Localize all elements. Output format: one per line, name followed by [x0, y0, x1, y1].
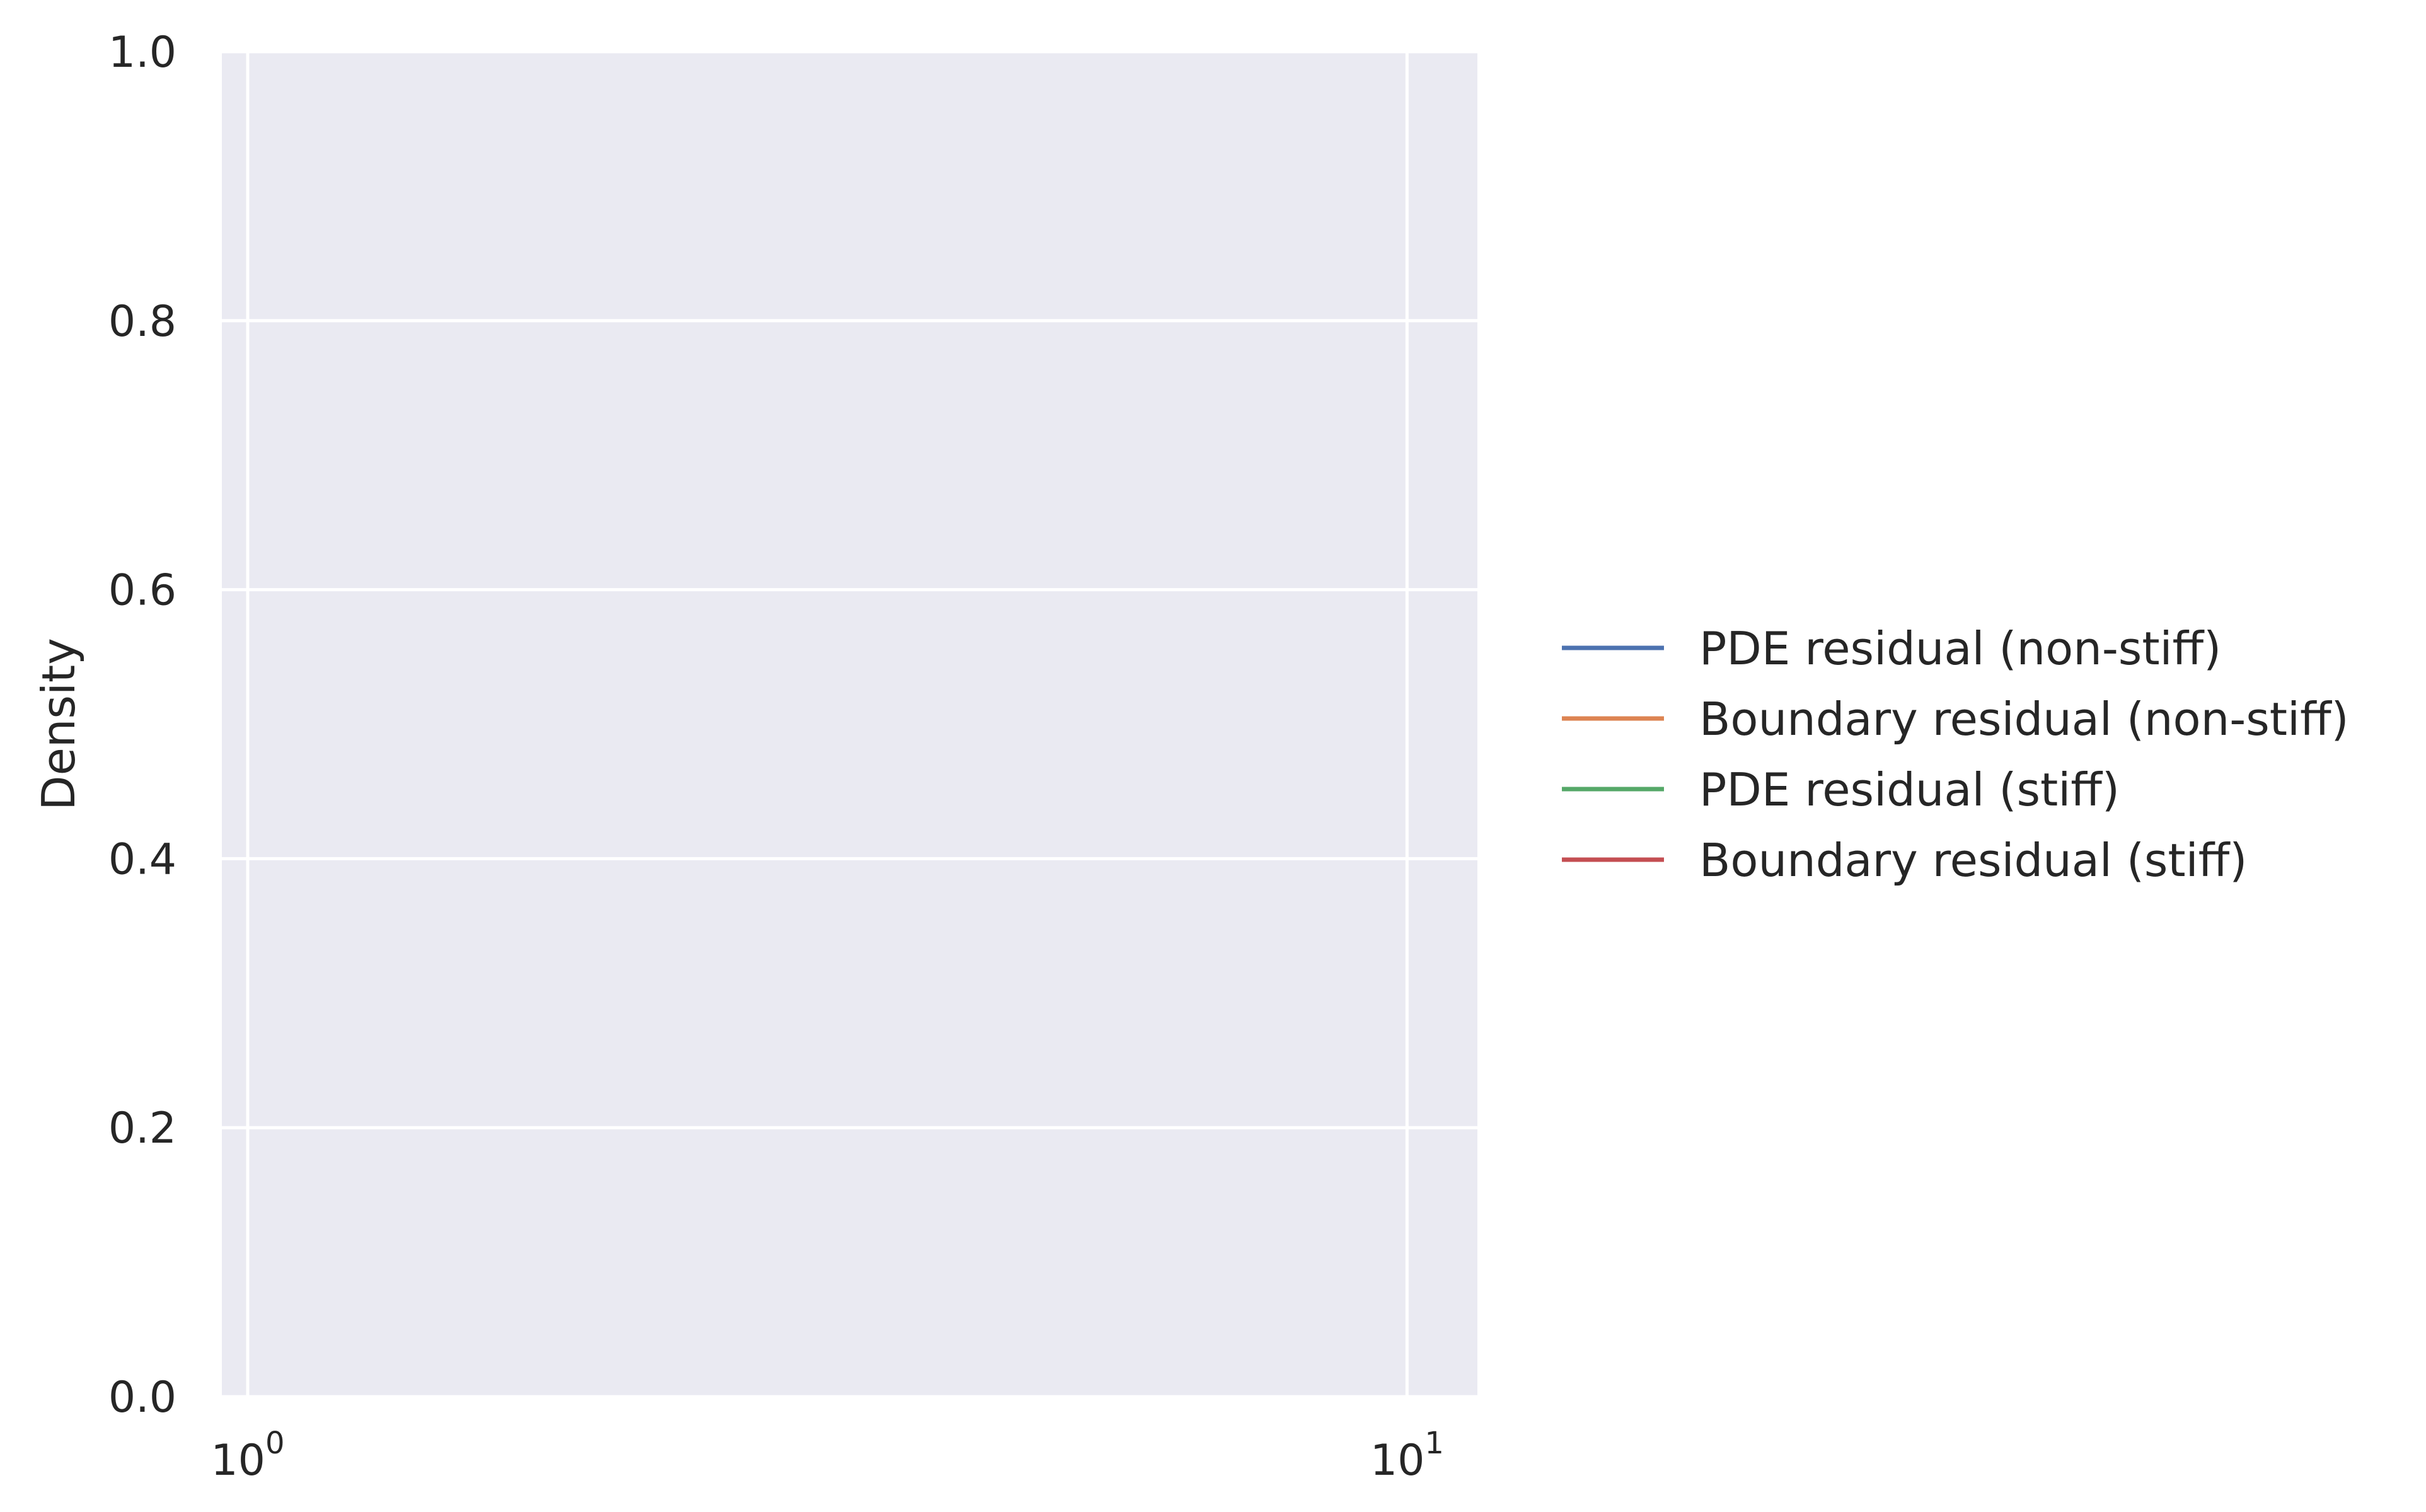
legend-item: PDE residual (stiff): [1562, 763, 2120, 816]
y-tick-label: 1.0: [108, 28, 176, 78]
x-tick-label: 100: [211, 1426, 284, 1486]
y-axis-label: Density: [32, 638, 85, 811]
grid-lines: [222, 50, 1477, 1399]
legend-item: Boundary residual (non-stiff): [1562, 693, 2349, 746]
x-tick-base: 10: [211, 1436, 265, 1486]
y-tick-labels: 0.0 0.2 0.4 0.6 0.8 1.0: [108, 28, 176, 1423]
legend-label: PDE residual (stiff): [1699, 763, 2120, 816]
legend-item: PDE residual (non-stiff): [1562, 622, 2221, 675]
legend-item: Boundary residual (stiff): [1562, 834, 2247, 887]
plot-area: [222, 52, 1477, 1397]
y-tick-label: 0.0: [108, 1373, 176, 1423]
x-tick-exponent: 0: [265, 1426, 285, 1461]
x-tick-label: 101: [1370, 1426, 1444, 1486]
y-tick-label: 0.8: [108, 297, 176, 347]
y-tick-label: 0.6: [108, 566, 176, 616]
legend-label: PDE residual (non-stiff): [1699, 622, 2221, 675]
y-tick-label: 0.4: [108, 834, 176, 884]
legend: PDE residual (non-stiff) Boundary residua…: [1562, 622, 2349, 887]
x-tick-base: 10: [1370, 1436, 1425, 1486]
x-tick-exponent: 1: [1424, 1426, 1444, 1461]
legend-label: Boundary residual (non-stiff): [1699, 693, 2349, 746]
y-tick-label: 0.2: [108, 1104, 176, 1153]
legend-label: Boundary residual (stiff): [1699, 834, 2247, 887]
x-tick-labels: 100 101: [211, 1426, 1443, 1486]
